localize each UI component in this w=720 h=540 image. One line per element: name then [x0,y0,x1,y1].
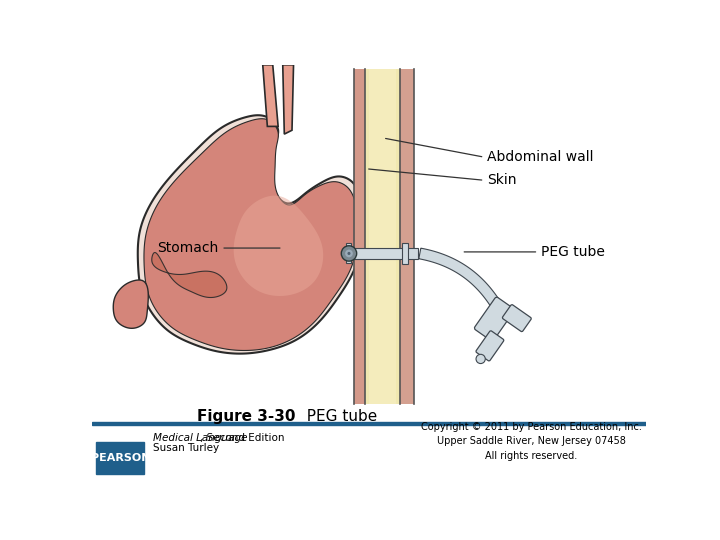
Bar [400,69,414,403]
Text: PEARSON: PEARSON [91,453,150,463]
Text: Stomach: Stomach [158,241,219,255]
Bar [369,69,396,403]
Text: Copyright © 2011 by Pearson Education, Inc.
Upper Saddle River, New Jersey 07458: Copyright © 2011 by Pearson Education, I… [420,422,642,461]
Bar [365,69,400,403]
Polygon shape [113,280,148,328]
Polygon shape [234,195,323,296]
Circle shape [348,252,351,255]
Polygon shape [144,119,359,350]
FancyBboxPatch shape [474,297,514,341]
Text: PEG tube: PEG tube [297,409,377,424]
Circle shape [345,249,353,257]
Bar [354,69,365,403]
Text: , Second Edition: , Second Edition [199,433,284,443]
Polygon shape [138,115,363,354]
Text: Skin: Skin [487,173,516,187]
Polygon shape [283,65,294,134]
Polygon shape [419,248,505,314]
Bar [92,422,647,425]
Bar [96,442,144,475]
Text: Medical Language: Medical Language [153,433,248,443]
FancyBboxPatch shape [503,305,531,332]
Bar [346,244,351,264]
Bar [402,242,408,264]
Text: Figure 3-30: Figure 3-30 [197,409,296,424]
Text: PEG tube: PEG tube [541,245,605,259]
Circle shape [476,354,485,363]
FancyBboxPatch shape [476,331,504,361]
Bar [351,248,418,259]
Text: Abdominal wall: Abdominal wall [487,150,593,164]
Polygon shape [152,253,227,298]
Circle shape [341,246,356,261]
Polygon shape [263,65,278,126]
Text: Susan Turley: Susan Turley [153,443,220,453]
